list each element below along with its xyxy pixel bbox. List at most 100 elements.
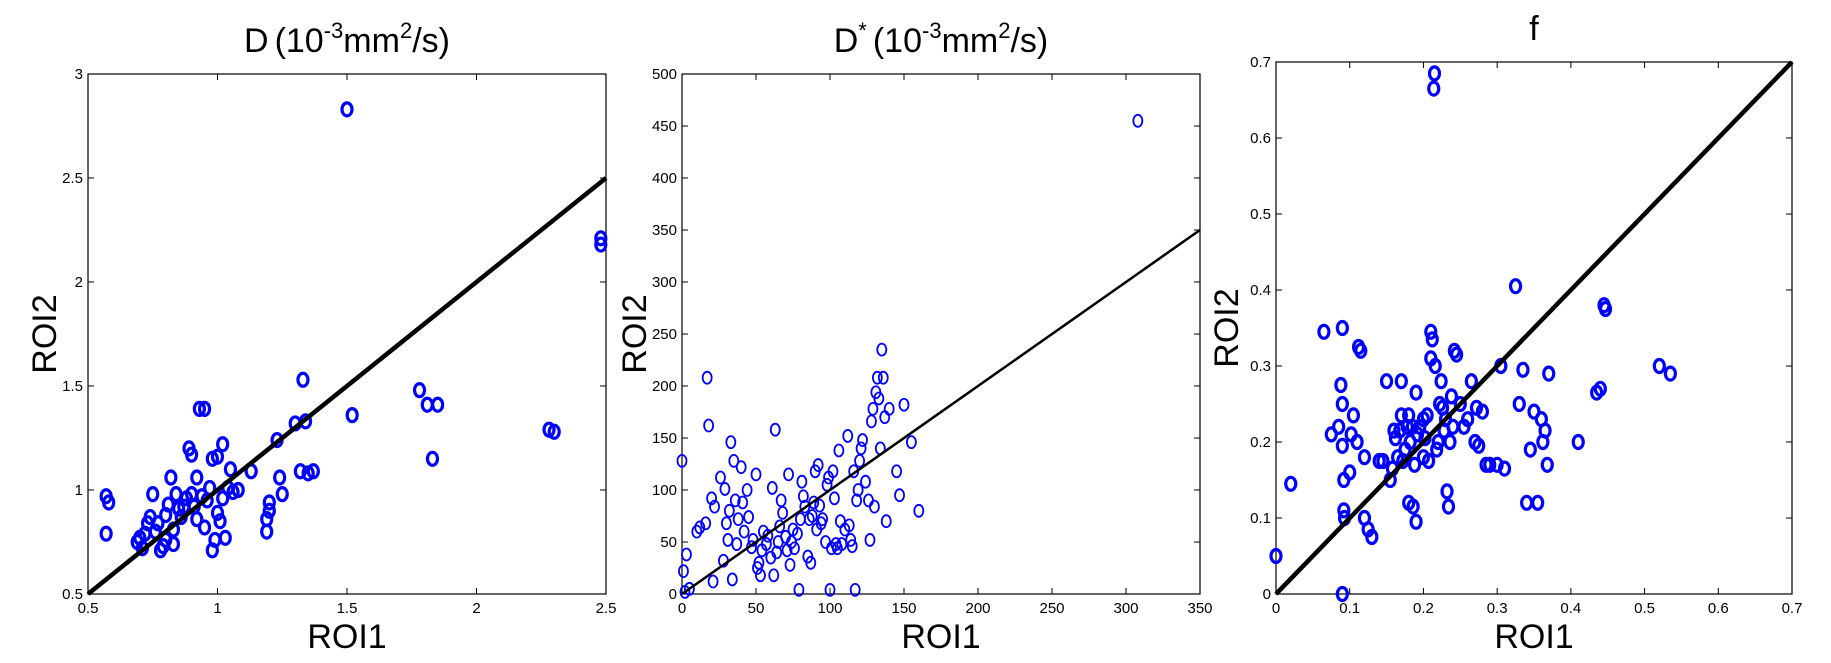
- data-point: [845, 533, 857, 547]
- data-point: [164, 469, 178, 486]
- y-tick-label: 50: [660, 534, 677, 551]
- data-point: [431, 396, 445, 413]
- data-point: [1512, 395, 1526, 413]
- x-axis-label: ROI1: [307, 618, 386, 656]
- data-point: [851, 493, 863, 508]
- data-point: [771, 545, 783, 560]
- data-point: [1516, 361, 1530, 378]
- x-tick-label: 100: [817, 600, 842, 617]
- data-point: [694, 520, 706, 535]
- data-point: [1427, 65, 1442, 82]
- title-part-main: D: [834, 22, 859, 60]
- data-point: [836, 537, 848, 551]
- x-tick-label: 0.1: [1339, 600, 1360, 617]
- data-point: [894, 488, 905, 503]
- data-point: [707, 574, 719, 589]
- y-tick-label: 0.5: [62, 586, 83, 603]
- x-tick-label: 0.3: [1487, 600, 1508, 617]
- data-point: [1527, 403, 1541, 420]
- y-tick-label: 0.6: [1250, 130, 1271, 147]
- data-point: [197, 519, 212, 536]
- data-point: [1379, 373, 1394, 390]
- y-axis-label: ROI2: [26, 294, 64, 373]
- data-point: [1444, 388, 1459, 405]
- data-point: [146, 486, 160, 503]
- data-point: [192, 400, 206, 417]
- data-point: [151, 515, 165, 532]
- data-point: [1343, 464, 1357, 481]
- data-point: [684, 581, 695, 596]
- y-tick-label: 0.4: [1250, 282, 1271, 299]
- data-point: [1461, 411, 1475, 428]
- x-tick-label: 50: [748, 600, 765, 617]
- chart-panel-2: D* (10-3mm2/s) 0 50 100 150 200 250 300 350 0 50 100…: [616, 18, 1213, 656]
- data-point: [817, 512, 828, 527]
- data-point: [855, 441, 867, 456]
- data-point: [876, 342, 888, 357]
- x-tick-label: 1.5: [337, 600, 358, 617]
- data-point: [691, 524, 703, 539]
- data-point: [1269, 547, 1283, 565]
- data-point: [783, 467, 794, 482]
- chart-panel-1: D (10-3mm2/s)0.5 1 1.5 2 2.50.511.522.53ROI1R…: [26, 18, 616, 656]
- data-point: [703, 418, 715, 433]
- y-tick-label: 2.5: [62, 170, 83, 187]
- y-tick-label: 2: [75, 274, 83, 291]
- data-point: [799, 499, 811, 514]
- data-point: [1424, 323, 1438, 340]
- data-point: [190, 511, 204, 528]
- data-point: [1542, 365, 1556, 382]
- data-point: [262, 494, 276, 511]
- title-part-sup1: -3: [922, 18, 942, 43]
- data-point: [843, 518, 855, 533]
- chart-title: D (10-3mm2/s): [244, 18, 450, 60]
- data-point: [1365, 528, 1379, 546]
- data-point: [729, 493, 741, 508]
- y-tick-label: 0.2: [1250, 434, 1271, 451]
- data-point: [1443, 433, 1457, 451]
- data-point: [1472, 437, 1486, 454]
- data-point: [1431, 433, 1445, 451]
- data-point: [726, 572, 738, 587]
- data-point: [719, 482, 731, 496]
- y-tick-label: 1.5: [62, 378, 83, 395]
- data-point: [1598, 300, 1613, 318]
- data-point: [166, 535, 181, 553]
- x-tick-label: 2: [472, 600, 480, 617]
- data-point: [796, 474, 808, 489]
- title-part-post: /s): [1010, 22, 1048, 60]
- data-point: [857, 433, 868, 447]
- y-tick-label: 0: [669, 586, 677, 603]
- data-point: [806, 509, 818, 523]
- x-tick-label: 300: [1113, 600, 1138, 617]
- data-point: [829, 491, 840, 506]
- data-point: [766, 481, 778, 495]
- data-point: [769, 422, 781, 437]
- data-point: [883, 401, 895, 416]
- data-point: [197, 400, 212, 417]
- data-point: [1376, 452, 1390, 470]
- data-point: [425, 450, 440, 467]
- data-point: [1449, 346, 1464, 363]
- x-tick-label: 0.7: [1782, 600, 1803, 617]
- data-point: [867, 401, 879, 416]
- title-part-star: *: [858, 18, 867, 43]
- data-point: [805, 555, 817, 570]
- y-tick-label: 300: [652, 274, 677, 291]
- data-point: [1540, 456, 1554, 473]
- data-point: [340, 101, 354, 118]
- data-point: [721, 516, 732, 531]
- data-point: [1403, 433, 1417, 451]
- y-axis-label: ROI2: [616, 294, 654, 373]
- x-tick-label: 0: [1272, 600, 1280, 617]
- data-point: [808, 495, 820, 510]
- data-point: [681, 547, 692, 562]
- data-point: [190, 469, 204, 486]
- title-part-sup2: 2: [998, 18, 1010, 43]
- data-point: [906, 435, 917, 450]
- data-point: [1475, 403, 1490, 420]
- x-tick-label: 0.6: [1708, 600, 1729, 617]
- data-point: [1407, 456, 1422, 473]
- data-point: [1464, 373, 1478, 390]
